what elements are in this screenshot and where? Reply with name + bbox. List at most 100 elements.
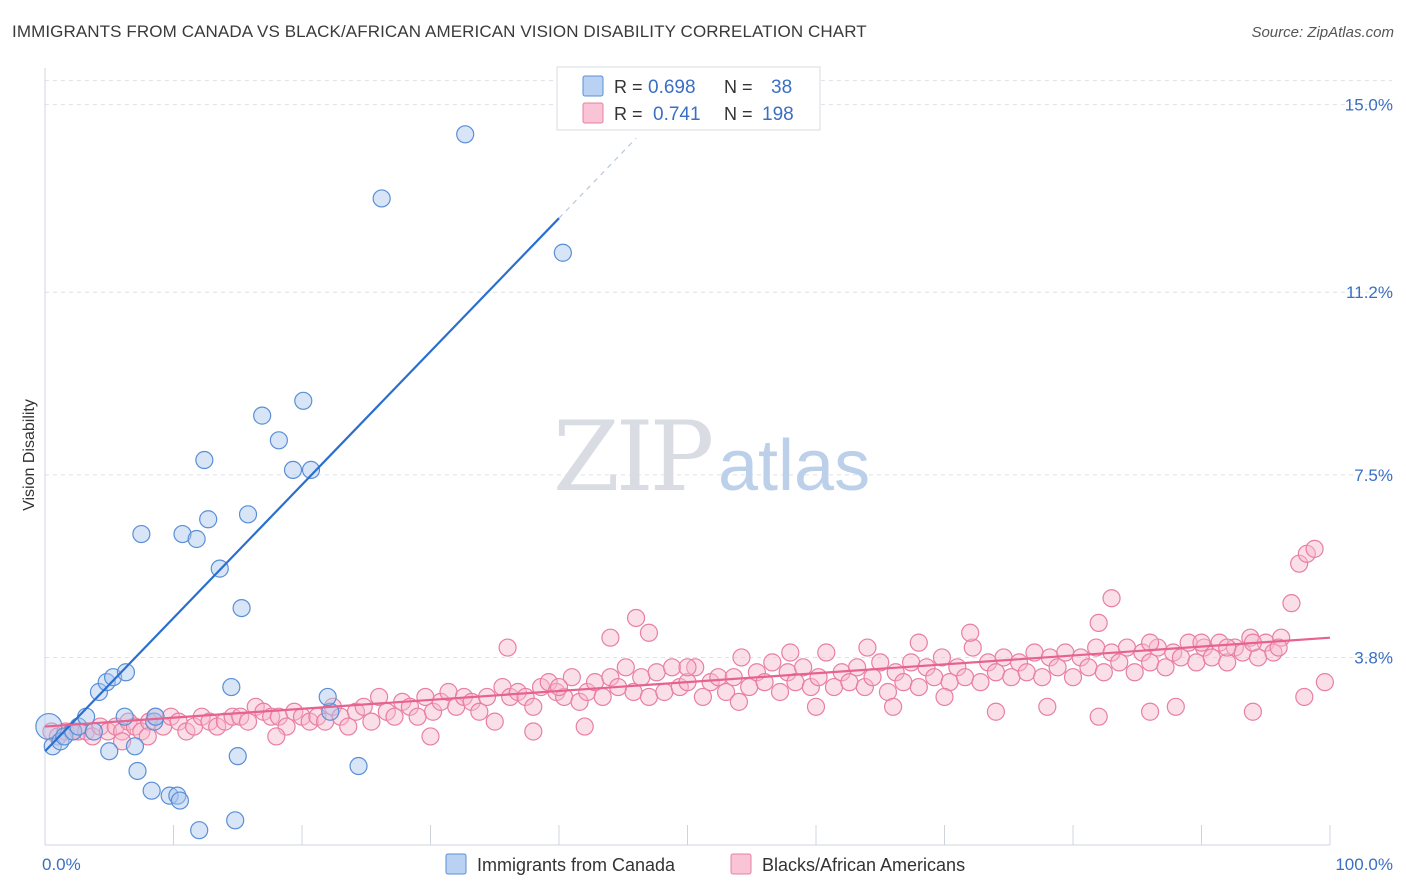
watermark: ZIP atlas xyxy=(553,401,870,513)
y-tick-label: 15.0% xyxy=(1345,96,1393,115)
point-blacks-african-americans xyxy=(408,707,427,726)
point-blacks-african-americans xyxy=(724,668,743,687)
point-blacks-african-americans xyxy=(883,697,903,716)
point-blacks-african-americans xyxy=(729,692,749,711)
point-blacks-african-americans xyxy=(647,663,666,682)
point-blacks-african-americans xyxy=(801,677,820,697)
legend-swatch-blue xyxy=(582,75,604,97)
point-blacks-african-americans xyxy=(1125,663,1144,682)
point-blacks-african-americans xyxy=(601,668,620,687)
point-blacks-african-americans xyxy=(267,727,286,746)
point-blacks-african-americans xyxy=(1156,658,1175,677)
point-blacks-african-americans xyxy=(362,712,381,731)
point-immigrants-from-canada xyxy=(253,406,272,425)
point-immigrants-from-canada xyxy=(55,727,74,746)
point-blacks-african-americans xyxy=(524,722,543,741)
point-blacks-african-americans xyxy=(794,658,813,677)
point-blacks-african-americans xyxy=(971,673,990,692)
watermark-zip: ZIP xyxy=(553,401,712,513)
point-blacks-african-americans xyxy=(1063,668,1083,687)
point-immigrants-from-canada xyxy=(269,431,288,450)
point-immigrants-from-canada xyxy=(89,682,109,702)
point-blacks-african-americans xyxy=(423,702,443,721)
point-immigrants-from-canada xyxy=(84,722,103,741)
point-blacks-african-americans xyxy=(686,658,705,677)
point-blacks-african-americans xyxy=(1282,594,1301,613)
point-blacks-african-americans xyxy=(385,707,404,726)
point-blacks-african-americans xyxy=(1017,663,1036,682)
point-blacks-african-americans xyxy=(1117,638,1137,657)
point-immigrants-from-canada xyxy=(226,811,245,830)
bottom-legend-swatch-blue xyxy=(445,853,467,875)
point-blacks-african-americans xyxy=(662,658,682,677)
point-blacks-african-americans xyxy=(994,648,1013,667)
point-blacks-african-americans xyxy=(986,702,1006,721)
legend-r-value: 0.741 xyxy=(653,104,701,125)
point-blacks-african-americans xyxy=(763,653,782,672)
bottom-legend-label-blue: Immigrants from Canada xyxy=(477,855,676,875)
point-blacks-african-americans xyxy=(1295,687,1314,707)
point-blacks-african-americans xyxy=(1048,658,1067,677)
point-blacks-african-americans xyxy=(848,658,867,677)
point-blacks-african-americans xyxy=(562,668,581,687)
point-blacks-african-americans xyxy=(732,648,751,667)
point-blacks-african-americans xyxy=(1264,643,1283,662)
point-blacks-african-americans xyxy=(262,707,281,726)
point-blacks-african-americans xyxy=(1192,633,1211,652)
legend-n-label: N = xyxy=(724,77,753,97)
point-blacks-african-americans xyxy=(1089,613,1108,633)
point-blacks-african-americans xyxy=(932,648,952,667)
point-blacks-african-americans xyxy=(1218,638,1237,657)
point-blacks-african-americans xyxy=(855,677,874,697)
point-blacks-african-americans xyxy=(894,673,913,692)
point-blacks-african-americans xyxy=(770,682,790,702)
point-blacks-african-americans xyxy=(1269,638,1288,657)
chart-source: Source: ZipAtlas.com xyxy=(1251,24,1394,41)
legend-r-label: R = xyxy=(614,77,643,97)
point-blacks-african-americans xyxy=(935,687,954,707)
point-blacks-african-americans xyxy=(655,682,674,702)
point-blacks-african-americans xyxy=(917,658,936,677)
point-immigrants-from-canada xyxy=(168,786,187,805)
point-immigrants-from-canada xyxy=(190,821,209,840)
point-immigrants-from-canada xyxy=(283,460,303,480)
point-immigrants-from-canada xyxy=(553,243,572,262)
point-blacks-african-americans xyxy=(421,727,440,746)
legend-n-value: 198 xyxy=(762,104,794,125)
point-immigrants-from-canada xyxy=(456,125,475,144)
point-blacks-african-americans xyxy=(639,623,659,642)
point-immigrants-from-canada xyxy=(128,761,147,781)
point-immigrants-from-canada xyxy=(146,707,165,726)
point-immigrants-from-canada xyxy=(173,524,192,544)
point-blacks-african-americans xyxy=(69,722,88,741)
x-tick-label: 0.0% xyxy=(42,855,81,874)
point-blacks-african-americans xyxy=(470,702,489,721)
point-blacks-african-americans xyxy=(709,668,728,687)
point-blacks-african-americans xyxy=(549,677,569,697)
point-blacks-african-americans xyxy=(1071,648,1090,667)
point-blacks-african-americans xyxy=(354,697,373,716)
point-blacks-african-americans xyxy=(1038,697,1057,716)
point-blacks-african-americans xyxy=(1218,653,1237,672)
point-blacks-african-americans xyxy=(1140,702,1160,721)
point-blacks-african-americans xyxy=(626,608,646,628)
axes xyxy=(44,68,1331,846)
point-blacks-african-americans xyxy=(1290,554,1309,573)
point-blacks-african-americans xyxy=(632,668,651,687)
point-blacks-african-americans xyxy=(925,668,944,687)
point-blacks-african-americans xyxy=(601,628,620,647)
point-blacks-african-americans xyxy=(693,687,713,707)
point-immigrants-from-canada xyxy=(187,529,206,549)
point-blacks-african-americans xyxy=(1315,673,1334,692)
point-blacks-african-americans xyxy=(961,623,980,642)
point-blacks-african-americans xyxy=(1166,697,1185,716)
chart-title: IMMIGRANTS FROM CANADA VS BLACK/AFRICAN … xyxy=(12,22,867,41)
point-immigrants-from-canada xyxy=(372,189,391,208)
bottom-legend: Immigrants from Canada Blacks/African Am… xyxy=(445,853,965,875)
point-immigrants-from-canada xyxy=(195,450,214,470)
point-blacks-african-americans xyxy=(575,717,594,736)
point-immigrants-from-canada xyxy=(142,781,161,800)
point-blacks-african-americans xyxy=(955,668,975,687)
point-blacks-african-americans xyxy=(593,687,612,707)
